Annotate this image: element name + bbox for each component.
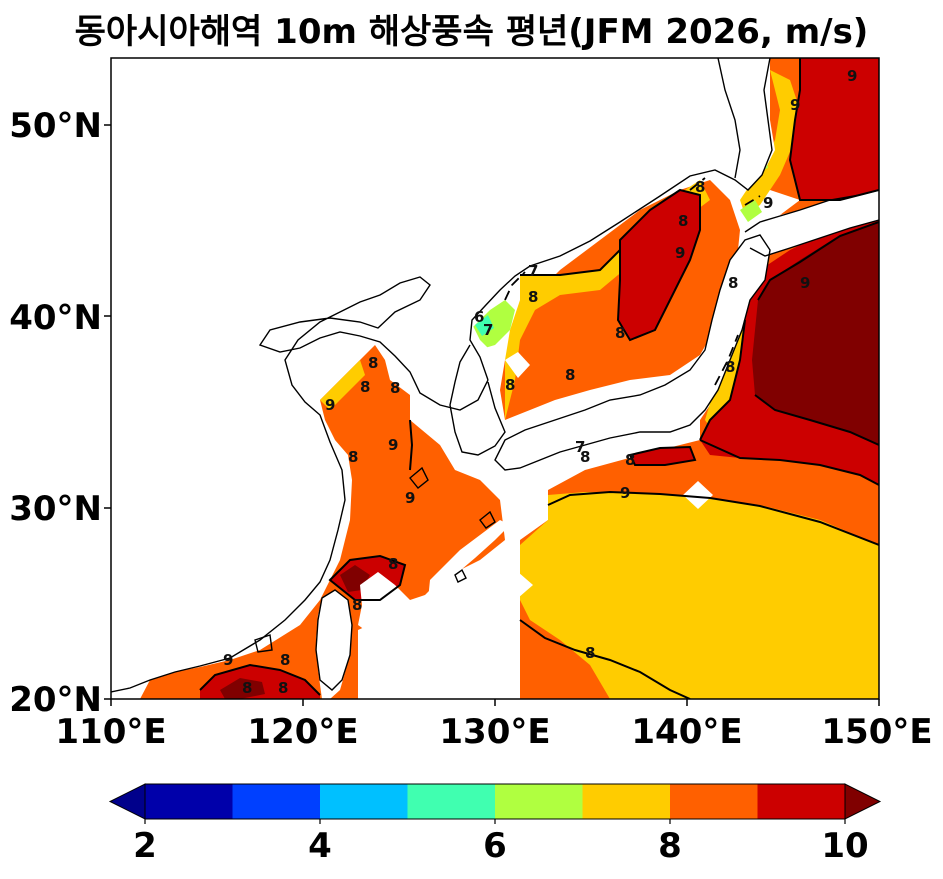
lon-label-140e: 140°E	[631, 712, 743, 752]
colorbar-tick-4: 4	[308, 826, 332, 866]
wind-band-8-9-yellow-sea	[140, 345, 505, 699]
contour-label: 8	[360, 378, 370, 396]
contour-label: 7	[575, 438, 585, 456]
contour-label: 8	[348, 448, 358, 466]
land-mask-chejudo	[505, 352, 530, 378]
wind-band-over-10-scs	[220, 678, 265, 699]
colorbar-tick-8: 8	[658, 826, 682, 866]
colorbar-segment	[495, 784, 583, 819]
colorbar-tick-10: 10	[821, 826, 869, 866]
lat-label-20n: 20°N	[9, 680, 102, 720]
contour-label: 9	[325, 396, 335, 414]
land-mask-taiwan	[316, 590, 352, 699]
wind-contours	[199, 58, 879, 699]
colorbar-extend-under	[108, 783, 146, 820]
contour-label: 7	[528, 262, 538, 280]
colorbar-segment	[757, 784, 845, 819]
contour-label: 8	[585, 644, 595, 662]
contour-label: 9	[800, 274, 810, 292]
wind-band-7-8-korea	[320, 360, 365, 410]
lat-label-40n: 40°N	[9, 298, 102, 338]
contour-label: 8	[505, 376, 515, 394]
wind-contours-dashed	[504, 177, 761, 386]
contour-label: 9	[223, 651, 233, 669]
lon-label-150e: 150°E	[821, 712, 933, 752]
land-mask-izu	[683, 481, 713, 509]
land-mask-ryukyu	[428, 520, 510, 600]
contour-label: 8	[280, 651, 290, 669]
colorbar-segment	[407, 784, 495, 819]
map-title: 동아시아해역 10m 해상풍속 평년(JFM 2026, m/s)	[74, 12, 869, 52]
contour-label: 8	[615, 324, 625, 342]
wind-band-9-10-east-sea	[618, 190, 700, 340]
contour-label: 8	[242, 679, 252, 697]
contour-label: 6	[474, 308, 484, 326]
lon-label-110e: 110°E	[55, 712, 167, 752]
contour-label: 8	[678, 212, 688, 230]
colorbar-tick-6: 6	[483, 826, 507, 866]
contour-label: 9	[675, 244, 685, 262]
wind-band-5-6	[475, 315, 494, 336]
lat-label-30n: 30°N	[9, 489, 102, 529]
colorbar-segment	[145, 784, 233, 819]
land-mask-sakhalin	[718, 58, 775, 190]
contour-label: 9	[620, 484, 630, 502]
contour-label: 8	[352, 596, 362, 614]
wind-band-over-10	[752, 222, 879, 445]
colorbar-tick-2: 2	[133, 826, 157, 866]
contour-labels: 9 9 8 9 8 9 9 8 7 8 7 6 8 8 8 8 8 8 8 9 …	[223, 67, 857, 697]
colorbar-segment	[320, 784, 408, 819]
colorbar	[108, 783, 882, 824]
wind-band-7-8-tohoku	[705, 310, 752, 430]
lon-label-120e: 120°E	[247, 712, 359, 752]
contour-label: 8	[278, 679, 288, 697]
wind-band-9-10-north	[790, 58, 879, 200]
contour-label: 8	[728, 274, 738, 292]
land-mask-japan	[495, 235, 770, 470]
contour-label: 8	[528, 288, 538, 306]
contour-label: 9	[388, 436, 398, 454]
colorbar-segment	[232, 784, 320, 819]
axis-ticks	[104, 124, 880, 706]
lon-label-130e: 130°E	[439, 712, 551, 752]
contour-label: 9	[790, 96, 800, 114]
contour-label: 8	[390, 379, 400, 397]
contour-label: 9	[847, 67, 857, 85]
wind-band-7-8	[520, 492, 879, 699]
land-mask-china	[111, 58, 750, 692]
contour-label: 8	[695, 178, 705, 196]
land-mask-philippines	[358, 572, 425, 635]
colorbar-segment	[670, 784, 758, 819]
contour-label: 8	[725, 358, 735, 376]
contour-label: 8	[565, 366, 575, 384]
contour-label: 8	[368, 354, 378, 372]
colorbar-segment	[582, 784, 670, 819]
map-plot-area: 9 9 8 9 8 9 9 8 7 8 7 6 8 8 8 8 8 8 8 9 …	[111, 58, 879, 699]
land-mask-ogasawara	[505, 572, 533, 598]
contour-label: 8	[388, 555, 398, 573]
contour-label: 7	[483, 321, 493, 339]
contour-label: 8	[625, 451, 635, 469]
contour-label: 8	[580, 448, 590, 466]
contour-label: 9	[405, 489, 415, 507]
contour-label: 9	[763, 194, 773, 212]
coastlines	[111, 58, 879, 693]
wind-band-6-7-b	[740, 200, 762, 222]
land-mask-hokkaido	[745, 190, 879, 256]
colorbar-extend-over	[844, 783, 882, 820]
lat-label-50n: 50°N	[9, 106, 102, 146]
